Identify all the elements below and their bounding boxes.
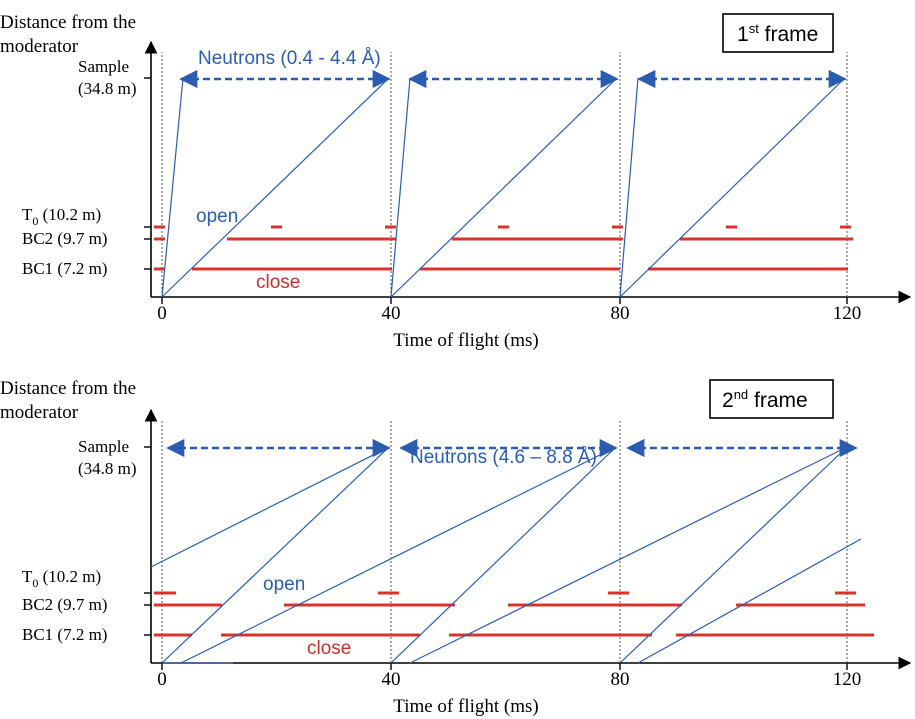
neutron-path-5 <box>619 77 846 298</box>
y-label-t0: T0 (10.2 m) <box>22 205 101 228</box>
frame-label-box: 2nd frame <box>709 379 834 419</box>
close-label: close <box>307 638 351 659</box>
neutron-wavelength-label: Neutrons (4.6 – 8.8 Å) <box>410 447 597 468</box>
x-tick-80: 80 <box>611 669 630 690</box>
frame-label-sup: nd <box>734 387 748 402</box>
panel-frame2: Distance from the moderator 2nd frame Sa… <box>0 378 912 717</box>
neutron-path-7 <box>637 538 862 664</box>
x-tick-40: 40 <box>382 303 401 324</box>
x-tick-120: 120 <box>833 669 862 690</box>
neutron-path-0 <box>150 446 390 568</box>
y-label-sample: Sample <box>78 437 129 456</box>
open-label: open <box>196 206 238 227</box>
frame-label-box: 1st frame <box>722 13 834 53</box>
x-tick-80: 80 <box>611 303 630 324</box>
neutron-wavelength-label: Neutrons (0.4 - 4.4 Å) <box>198 48 381 69</box>
x-tick-0: 0 <box>157 303 167 324</box>
open-label: open <box>263 574 305 595</box>
neutron-path-4 <box>619 77 639 298</box>
neutron-path-2 <box>390 77 411 298</box>
x-tick-40: 40 <box>382 669 401 690</box>
panel-frame2-geometry <box>144 408 912 670</box>
svg-text:1st frame: 1st frame <box>737 21 818 46</box>
svg-text:2nd frame: 2nd frame <box>722 387 808 412</box>
y-label-bc1: BC1 (7.2 m) <box>22 625 107 644</box>
y-axis-title-line2: moderator <box>0 36 79 57</box>
x-axis-title: Time of flight (ms) <box>393 330 539 351</box>
y-label-bc2: BC2 (9.7 m) <box>22 229 107 248</box>
neutron-path-3 <box>390 77 618 298</box>
neutron-path-3 <box>180 446 617 664</box>
neutron-path-0 <box>161 77 184 298</box>
neutron-path-1 <box>161 77 390 298</box>
x-tick-0: 0 <box>157 669 167 690</box>
y-axis-title-line1: Distance from the <box>0 378 136 399</box>
panel-frame1-geometry <box>144 40 912 304</box>
y-label-t0: T0 (10.2 m) <box>22 567 101 590</box>
y-label-sample-distance: (34.8 m) <box>78 79 137 98</box>
neutron-path-1 <box>161 446 390 664</box>
y-axis-title-line1: Distance from the <box>0 12 136 33</box>
y-axis-title-line2: moderator <box>0 402 79 423</box>
neutron-path-6 <box>619 446 848 664</box>
neutron-path-4 <box>390 446 617 664</box>
y-label-bc1: BC1 (7.2 m) <box>22 259 107 278</box>
frame-label-text: frame <box>759 23 819 46</box>
x-tick-120: 120 <box>833 303 862 324</box>
panel-frame1: Distance from the moderator 1st frame Sa… <box>0 12 912 351</box>
close-label: close <box>256 272 300 293</box>
frame-label-number: 1 <box>737 23 749 46</box>
frame-label-sup: st <box>749 21 760 36</box>
frame-label-text: frame <box>748 389 808 412</box>
y-label-sample: Sample <box>78 57 129 76</box>
frame-label-number: 2 <box>722 389 734 412</box>
neutron-path-5 <box>409 446 848 664</box>
y-label-sample-distance: (34.8 m) <box>78 459 137 478</box>
x-axis-title: Time of flight (ms) <box>393 696 539 717</box>
y-label-bc2: BC2 (9.7 m) <box>22 595 107 614</box>
